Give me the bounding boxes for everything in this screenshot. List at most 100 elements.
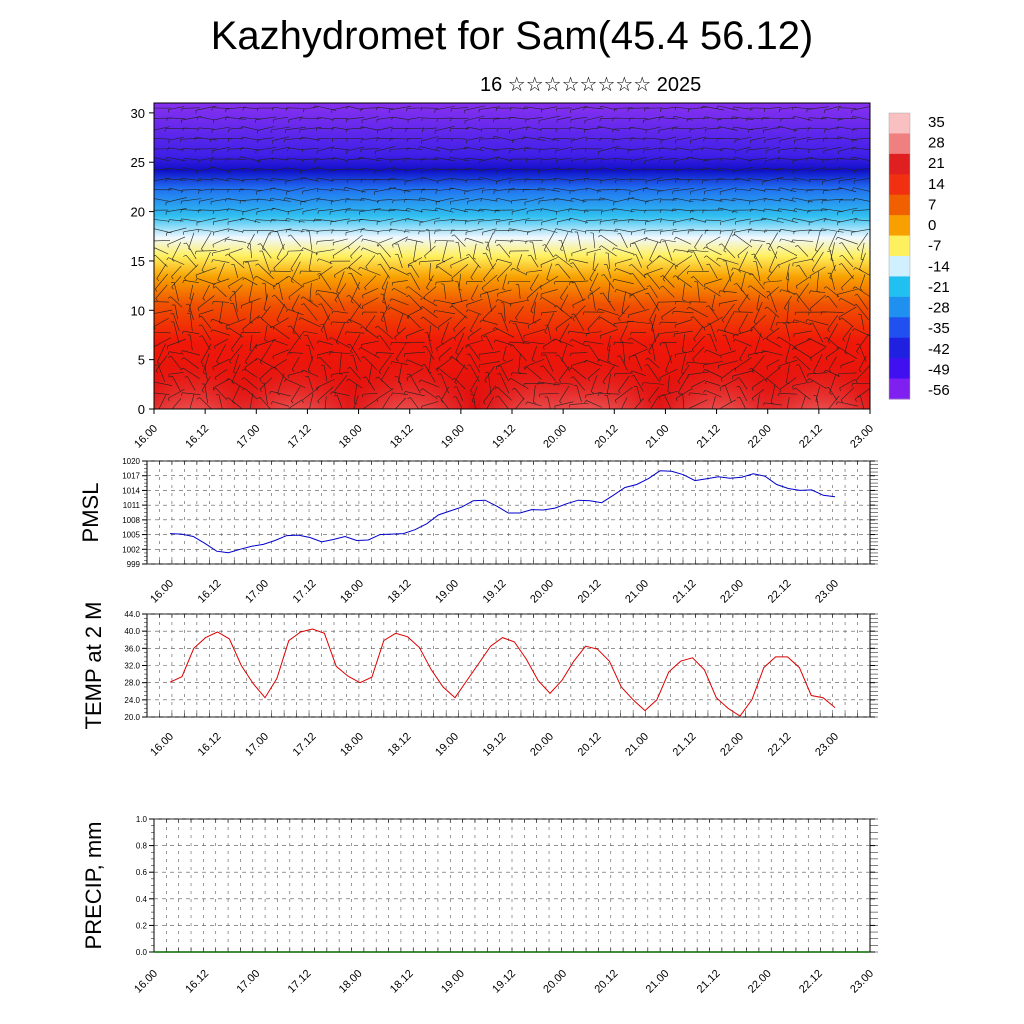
wind-barb-shaft: [466, 228, 484, 233]
wind-barb-shaft: [718, 167, 738, 172]
wind-barb-shaft: [284, 137, 307, 140]
wind-barb-flag: [316, 188, 319, 192]
wind-barb: [510, 168, 528, 173]
wind-barb-flag: [405, 208, 408, 212]
wind-barb: [540, 289, 558, 297]
wind-barb-flag: [486, 411, 488, 413]
wind-barb: [646, 255, 661, 270]
pmsl-xtick-label: 23.00: [813, 578, 841, 606]
wind-barb-flag: [171, 276, 174, 280]
wind-barb-flag: [406, 108, 408, 112]
wind-barb-shaft: [765, 157, 781, 162]
wind-barb-shaft: [628, 197, 649, 203]
wind-barb-shaft: [644, 156, 663, 162]
wind-barb: [717, 167, 738, 172]
wind-barb-flag: [836, 158, 838, 162]
wind-barb-shaft: [481, 147, 499, 151]
wind-barb: [585, 137, 602, 142]
wind-barb-shaft: [660, 209, 677, 211]
wind-barb-flag: [377, 263, 381, 266]
wind-barb-flag: [346, 106, 349, 110]
colorbar-label: 28: [928, 135, 945, 152]
wind-barb-shaft: [585, 157, 603, 161]
wind-barb: [225, 253, 245, 269]
wind-barb: [703, 286, 721, 297]
wind-barb: [211, 126, 231, 133]
wind-barb-shaft: [615, 258, 633, 264]
wind-barb-flag: [568, 208, 570, 212]
wind-barb: [853, 178, 870, 184]
wind-barb-shaft: [829, 264, 837, 278]
wind-barb-flag: [152, 138, 153, 141]
wind-barb: [285, 126, 306, 133]
wind-barb-shaft: [768, 251, 778, 271]
wind-barb-flag: [530, 288, 533, 291]
wind-barb-shaft: [442, 241, 448, 261]
wind-barb-flag: [391, 288, 395, 291]
wind-barb: [645, 177, 662, 185]
cs-ytick-label: 5: [138, 353, 145, 368]
wind-barb: [701, 177, 725, 184]
wind-barb: [822, 138, 842, 142]
wind-barb: [480, 198, 498, 202]
wind-barb-flag: [263, 309, 267, 312]
wind-barb: [762, 126, 783, 134]
wind-barb-shaft: [778, 158, 798, 161]
wind-barb-flag: [791, 218, 794, 222]
wind-barb: [229, 284, 243, 302]
wind-barb-shaft: [154, 198, 169, 202]
wind-barb: [690, 276, 704, 287]
wind-barb-shaft: [345, 228, 365, 233]
wind-barb-shaft: [629, 219, 649, 222]
wind-barb-flag: [682, 299, 686, 302]
wind-barb: [347, 219, 363, 225]
wind-barb-shaft: [657, 168, 680, 170]
wind-barb: [794, 148, 811, 152]
wind-barb-shaft: [613, 279, 634, 284]
wind-barb-flag: [776, 178, 779, 182]
wind-barb-shaft: [732, 267, 754, 275]
wind-barb-shaft: [290, 252, 301, 270]
wind-barb: [630, 157, 647, 164]
colorbar-swatch: [889, 256, 910, 277]
wind-barb-shaft: [286, 187, 305, 193]
wind-barb-flag: [702, 210, 704, 214]
wind-barb-flag: [285, 107, 288, 111]
wind-barb-shaft: [606, 264, 612, 279]
wind-barb: [285, 107, 305, 111]
wind-barb-shaft: [350, 245, 361, 257]
wind-barb: [241, 297, 261, 309]
wind-barb-flag: [599, 118, 601, 122]
wind-barb: [662, 263, 675, 282]
wind-barb: [392, 236, 408, 248]
wind-barb-flag: [811, 269, 815, 273]
wind-barb-shaft: [421, 158, 439, 160]
wind-barb: [450, 256, 470, 269]
wind-barb-shaft: [436, 256, 454, 266]
wind-barb: [821, 198, 844, 204]
wind-barb-flag: [723, 250, 727, 253]
wind-barb: [405, 286, 423, 298]
wind-barb-shaft: [377, 116, 394, 120]
wind-barb-flag: [644, 273, 648, 276]
wind-barb: [168, 136, 184, 144]
wind-barb-shaft: [234, 291, 238, 313]
wind-barb: [228, 276, 244, 289]
wind-barb: [361, 238, 378, 243]
wind-barb-flag: [478, 177, 481, 181]
wind-barb-flag: [434, 240, 436, 244]
wind-barb: [853, 198, 870, 202]
wind-barb-shaft: [675, 236, 692, 245]
wind-barb: [541, 178, 557, 184]
pmsl-ytick-label: 1005: [122, 531, 140, 540]
cs-xtick-label: 16.12: [183, 423, 211, 451]
wind-barb-shaft: [830, 273, 836, 290]
wind-barb-flag: [150, 170, 151, 173]
wind-barb: [301, 148, 319, 153]
wind-barb-flag: [300, 296, 304, 299]
wind-barb-flag: [796, 265, 800, 267]
cs-xtick-label: 20.00: [541, 423, 569, 451]
wind-barb-flag: [597, 189, 599, 193]
wind-barb: [288, 116, 303, 123]
wind-barb-flag: [717, 167, 719, 171]
